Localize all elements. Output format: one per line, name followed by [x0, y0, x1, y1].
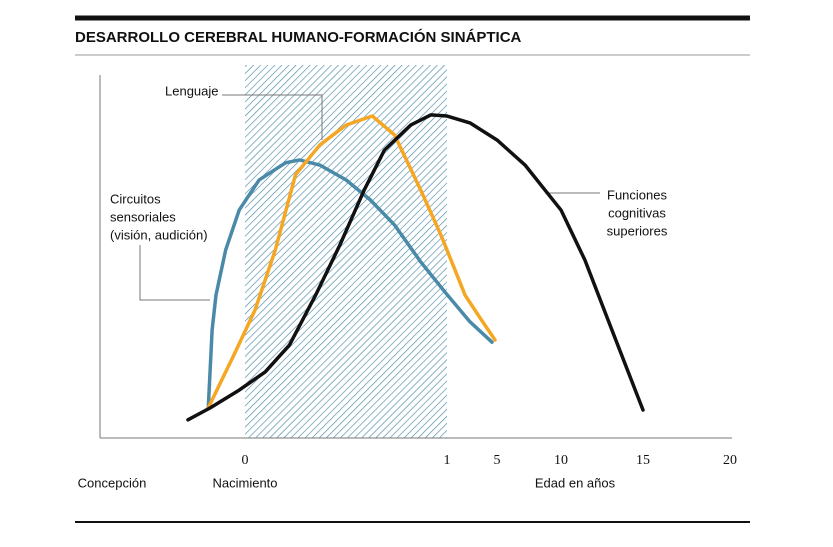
x-tick-label: 0 [242, 453, 249, 468]
x-tick-label: 5 [494, 453, 501, 468]
x-region-label: Concepción [78, 475, 147, 490]
x-region-label: Nacimiento [212, 475, 277, 490]
series-label: sensoriales [110, 209, 176, 224]
leader-line [139, 245, 210, 301]
series-line [186, 113, 645, 422]
x-tick-label: 1 [444, 453, 451, 468]
chart-title: DESARROLLO CEREBRAL HUMANO-FORMACIÓN SIN… [75, 28, 522, 46]
series-label: superiores [607, 223, 668, 238]
series-label: Circuitos [110, 191, 161, 206]
series-label: cognitivas [608, 205, 666, 220]
x-tick-label: 20 [723, 453, 737, 468]
series-label: (visión, audición) [110, 227, 208, 242]
leader-line [222, 94, 323, 140]
x-tick-label: 15 [636, 453, 650, 468]
x-axis-title: Edad en años [535, 475, 616, 490]
series-line [206, 114, 497, 410]
x-tick-label: 10 [554, 453, 568, 468]
series-label: Lenguaje [165, 83, 219, 98]
lines-layer [186, 113, 645, 422]
series-line [206, 158, 494, 410]
series-label: Funciones [607, 187, 667, 202]
